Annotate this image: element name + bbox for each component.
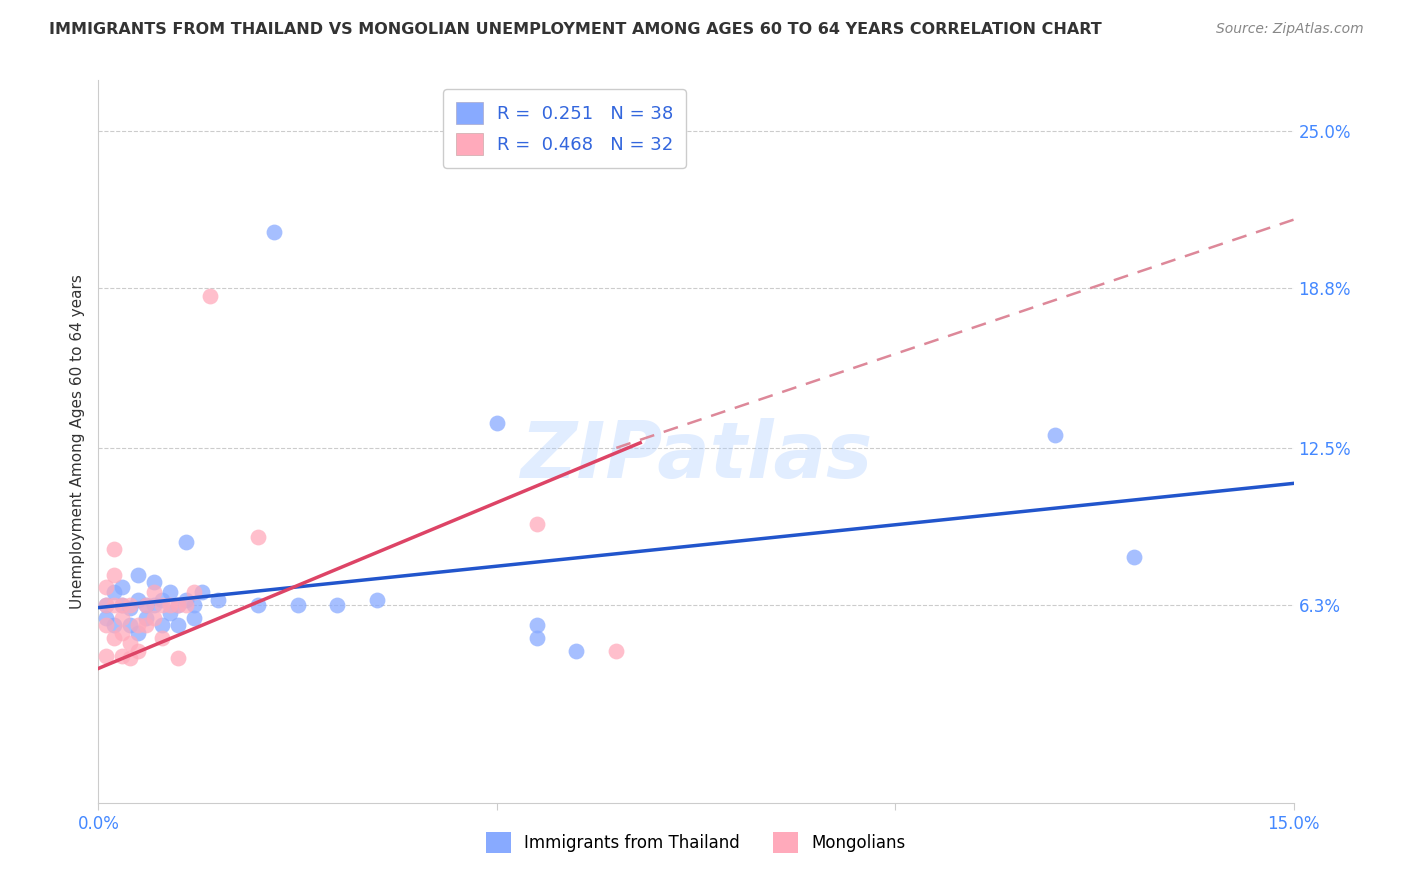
Point xyxy=(150,631,173,645)
Point xyxy=(135,618,157,632)
Point xyxy=(96,611,118,625)
Point xyxy=(167,598,190,612)
Point xyxy=(174,598,197,612)
Point xyxy=(103,598,125,612)
Point xyxy=(287,598,309,612)
Point xyxy=(263,226,285,240)
Point xyxy=(159,585,181,599)
Point xyxy=(183,611,205,625)
Point xyxy=(103,542,125,557)
Point xyxy=(127,626,149,640)
Point xyxy=(326,598,349,612)
Point xyxy=(526,631,548,645)
Point xyxy=(526,516,548,531)
Point xyxy=(135,598,157,612)
Point xyxy=(198,289,221,303)
Point xyxy=(605,643,627,657)
Point xyxy=(120,598,142,612)
Point xyxy=(150,593,173,607)
Text: Source: ZipAtlas.com: Source: ZipAtlas.com xyxy=(1216,22,1364,37)
Point xyxy=(183,598,205,612)
Point xyxy=(96,598,118,612)
Point xyxy=(167,651,190,665)
Point xyxy=(191,585,214,599)
Point xyxy=(111,648,134,663)
Text: IMMIGRANTS FROM THAILAND VS MONGOLIAN UNEMPLOYMENT AMONG AGES 60 TO 64 YEARS COR: IMMIGRANTS FROM THAILAND VS MONGOLIAN UN… xyxy=(49,22,1102,37)
Point xyxy=(103,585,125,599)
Point xyxy=(127,593,149,607)
Point xyxy=(174,534,197,549)
Point xyxy=(485,416,508,430)
Point xyxy=(120,636,142,650)
Point xyxy=(143,598,166,612)
Point xyxy=(183,585,205,599)
Point xyxy=(96,580,118,594)
Point xyxy=(143,585,166,599)
Point xyxy=(174,593,197,607)
Point xyxy=(143,575,166,590)
Text: ZIPatlas: ZIPatlas xyxy=(520,418,872,494)
Point xyxy=(96,598,118,612)
Point xyxy=(103,567,125,582)
Point xyxy=(526,618,548,632)
Point xyxy=(96,618,118,632)
Point xyxy=(150,618,173,632)
Point xyxy=(120,600,142,615)
Point xyxy=(96,648,118,663)
Point xyxy=(246,598,269,612)
Point xyxy=(135,598,157,612)
Point xyxy=(103,618,125,632)
Point xyxy=(366,593,388,607)
Point xyxy=(159,606,181,620)
Point xyxy=(127,643,149,657)
Point xyxy=(111,598,134,612)
Legend: Immigrants from Thailand, Mongolians: Immigrants from Thailand, Mongolians xyxy=(479,826,912,860)
Point xyxy=(167,618,190,632)
Point xyxy=(167,598,190,612)
Point xyxy=(111,598,134,612)
Point xyxy=(111,580,134,594)
Point xyxy=(207,593,229,607)
Point xyxy=(150,598,173,612)
Point xyxy=(246,530,269,544)
Point xyxy=(135,611,157,625)
Point xyxy=(127,618,149,632)
Point xyxy=(1123,549,1146,564)
Point xyxy=(127,567,149,582)
Point xyxy=(111,626,134,640)
Y-axis label: Unemployment Among Ages 60 to 64 years: Unemployment Among Ages 60 to 64 years xyxy=(69,274,84,609)
Point xyxy=(120,618,142,632)
Point xyxy=(120,651,142,665)
Point xyxy=(565,643,588,657)
Point xyxy=(159,598,181,612)
Point xyxy=(103,631,125,645)
Point xyxy=(1043,428,1066,442)
Point xyxy=(143,611,166,625)
Point xyxy=(111,611,134,625)
